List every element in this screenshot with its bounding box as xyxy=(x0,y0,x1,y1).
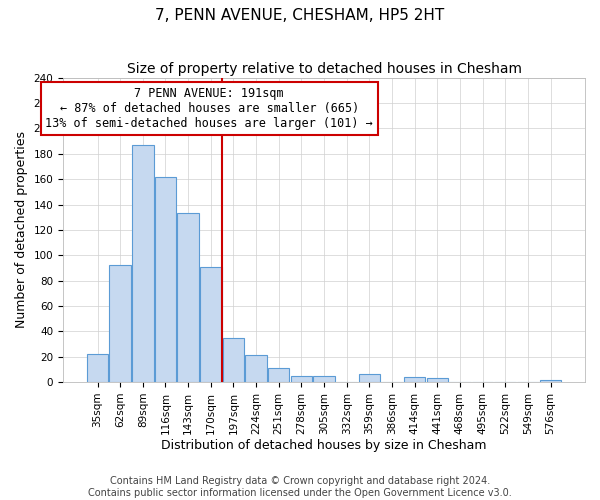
Text: 7, PENN AVENUE, CHESHAM, HP5 2HT: 7, PENN AVENUE, CHESHAM, HP5 2HT xyxy=(155,8,445,22)
Bar xyxy=(268,368,289,382)
Bar xyxy=(132,145,154,382)
Bar xyxy=(404,377,425,382)
Y-axis label: Number of detached properties: Number of detached properties xyxy=(15,132,28,328)
X-axis label: Distribution of detached houses by size in Chesham: Distribution of detached houses by size … xyxy=(161,440,487,452)
Text: Contains HM Land Registry data © Crown copyright and database right 2024.
Contai: Contains HM Land Registry data © Crown c… xyxy=(88,476,512,498)
Bar xyxy=(359,374,380,382)
Bar xyxy=(313,376,335,382)
Bar xyxy=(427,378,448,382)
Text: 7 PENN AVENUE: 191sqm
← 87% of detached houses are smaller (665)
13% of semi-det: 7 PENN AVENUE: 191sqm ← 87% of detached … xyxy=(46,87,373,130)
Title: Size of property relative to detached houses in Chesham: Size of property relative to detached ho… xyxy=(127,62,521,76)
Bar xyxy=(223,338,244,382)
Bar xyxy=(245,356,267,382)
Bar xyxy=(109,266,131,382)
Bar xyxy=(178,214,199,382)
Bar xyxy=(200,266,221,382)
Bar xyxy=(87,354,108,382)
Bar xyxy=(290,376,312,382)
Bar xyxy=(155,176,176,382)
Bar xyxy=(540,380,561,382)
